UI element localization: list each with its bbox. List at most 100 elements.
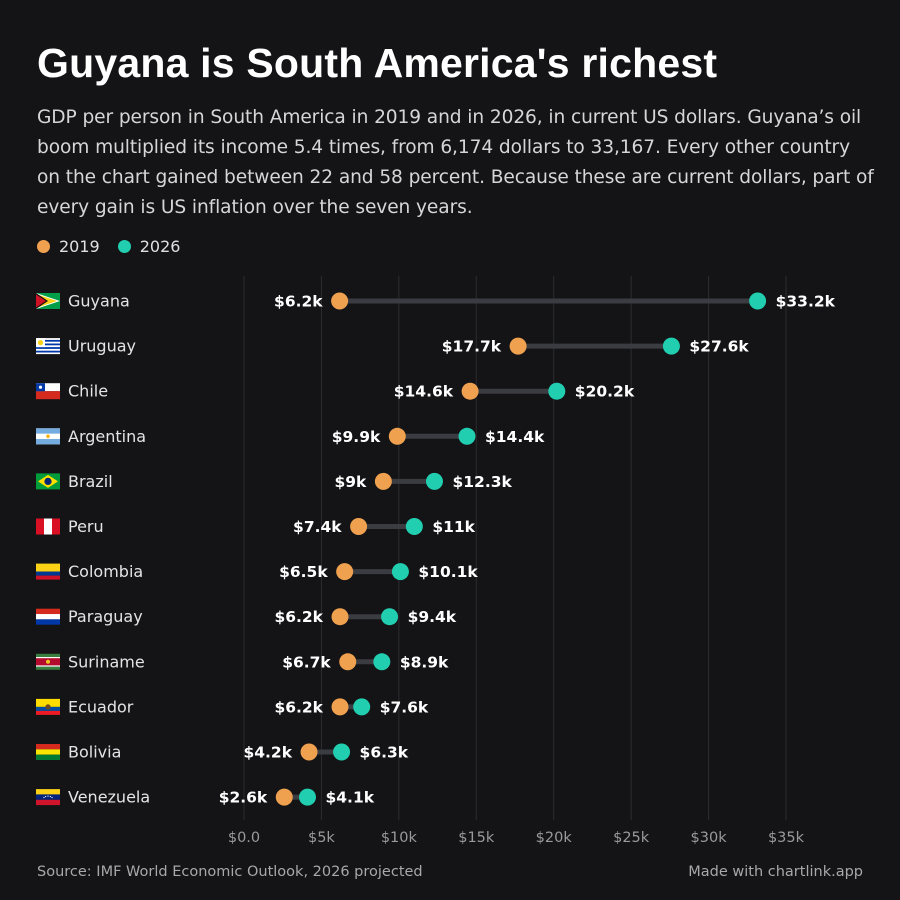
country-label: Venezuela [68,788,150,807]
dot-2019 [331,292,349,310]
dot-2026 [391,563,409,581]
x-tick-label: $20k [536,830,573,846]
chart-row-peru: Peru $7.4k $11k [36,517,476,536]
dot-2019 [388,427,406,445]
dot-2019 [300,743,318,761]
x-tick-label: $30k [691,830,728,846]
legend: 2019 2026 [37,237,198,256]
dot-2026 [548,382,566,400]
value-label-2019: $6.7k [282,653,331,671]
value-label-2026: $9.4k [408,608,457,626]
chart-row-ecuador: Ecuador $6.2k $7.6k [36,697,429,716]
chart-row-suriname: Suriname $6.7k $8.9k [36,652,449,671]
dot-2019 [339,653,357,671]
dot-2026 [353,698,371,716]
dot-2026 [425,472,443,490]
value-label-2026: $12.3k [452,473,512,491]
value-label-2026: $4.1k [325,789,374,807]
value-label-2026: $10.1k [418,563,478,581]
x-tick-label: $15k [458,830,495,846]
peru-flag-icon [36,518,60,535]
flag-part [36,518,44,535]
flag-part [36,343,60,346]
flag-part [36,571,60,576]
argentina-flag-icon [36,428,60,445]
flag-part [36,608,60,615]
source-note: Source: IMF World Economic Outlook, 2026… [37,864,423,880]
dot-2019 [374,472,392,490]
chart-row-venezuela: Venezuela $2.6k $4.1k [36,788,375,807]
flag-part [49,795,51,798]
value-label-2019: $4.2k [243,744,292,762]
flag-part [36,391,60,400]
flag-part [36,744,60,750]
chart-title: Guyana is South America's richest [37,40,718,86]
brazil-flag-icon [36,473,60,490]
chile-flag-icon [36,383,60,400]
legend-label-2019: 2019 [59,237,100,256]
country-label: Ecuador [68,697,134,716]
value-label-2026: $6.3k [360,744,409,762]
guyana-flag-icon [36,293,60,309]
value-label-2026: $27.6k [689,338,749,356]
flag-part [36,619,60,625]
country-label: Argentina [68,427,146,446]
flag-part [36,294,46,308]
chart-row-brazil: Brazil $9k $12.3k [36,472,513,491]
country-label: Bolivia [68,743,121,762]
flag-part [36,698,60,707]
dot-2026 [458,427,476,445]
chart-row-paraguay: Paraguay $6.2k $9.4k [36,607,457,626]
colombia-flag-icon [36,563,60,580]
flag-part [51,796,53,799]
uruguay-flag-icon [36,338,60,355]
dot-2026 [749,292,767,310]
dot-2019 [275,788,293,806]
chart-row-bolivia: Bolivia $4.2k $6.3k [36,743,409,762]
country-label: Suriname [68,652,145,671]
flag-part [46,659,50,664]
value-label-2026: $14.4k [485,428,545,446]
chart-row-argentina: Argentina $9.9k $14.4k [36,427,545,446]
dot-2019 [331,698,349,716]
country-label: Paraguay [68,607,143,626]
country-label: Uruguay [68,337,136,356]
x-tick-label: $10k [381,830,418,846]
dot-2019 [509,337,527,355]
flag-part [36,749,60,755]
chart-row-uruguay: Uruguay $17.7k $27.6k [36,337,749,356]
legend-item-2019: 2019 [37,237,100,256]
dot-2026 [405,518,423,535]
dot-2026 [333,743,351,761]
value-label-2019: $9k [334,473,367,491]
flag-part [36,347,60,349]
value-label-2019: $17.7k [442,338,502,356]
value-label-2019: $6.2k [274,293,323,311]
value-label-2026: $7.6k [380,698,429,716]
flag-part [36,794,60,800]
flag-part [36,438,60,445]
dot-2019 [336,563,354,581]
flag-part [36,754,60,760]
chart-subtitle: GDP per person in South America in 2019 … [37,107,874,218]
value-label-2026: $11k [432,518,475,536]
dot-2026 [381,608,399,626]
country-label: Brazil [68,472,113,491]
value-label-2019: $7.4k [293,518,342,536]
dot-2019 [331,608,349,626]
value-label-2026: $8.9k [400,653,449,671]
venezuela-flag-icon [36,789,60,806]
flag-part [43,796,45,799]
suriname-flag-icon [36,653,60,670]
flag-part [37,340,44,346]
flag-part [36,339,60,342]
value-label-2019: $9.9k [332,428,381,446]
flag-part [44,477,52,485]
value-label-2026: $33.2k [776,293,836,311]
flag-part [36,789,60,795]
flag-part [36,799,60,806]
x-tick-label: $35k [768,830,805,846]
country-label: Peru [68,517,104,536]
flag-part [45,704,51,710]
